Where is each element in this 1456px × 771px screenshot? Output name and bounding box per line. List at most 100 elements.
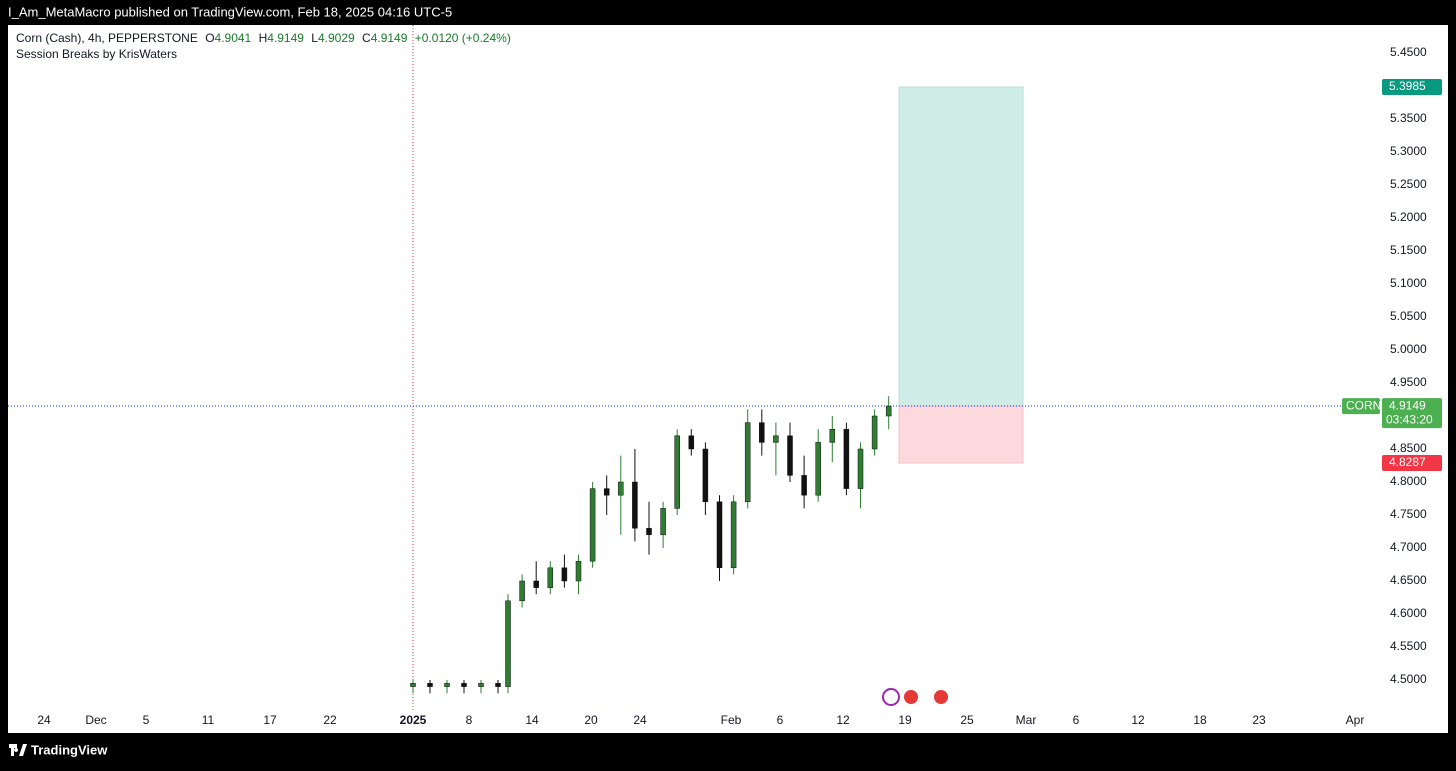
candle-body xyxy=(702,448,709,503)
candle-body xyxy=(646,527,652,536)
x-tick-label: 6 xyxy=(1073,713,1080,727)
symbol: Corn (Cash), 4h, PEPPERSTONE xyxy=(16,31,198,45)
stop-badge xyxy=(1382,455,1442,472)
candle-body xyxy=(787,435,793,476)
x-tick-label: 12 xyxy=(836,713,850,727)
brand: TradingView xyxy=(31,742,108,757)
l-label: L xyxy=(311,31,318,45)
c-value: 4.9149 xyxy=(371,31,408,45)
l-value: 4.9029 xyxy=(318,31,355,45)
x-tick-label: 6 xyxy=(777,713,784,727)
tv-logo xyxy=(9,744,27,756)
x-tick-label: 22 xyxy=(323,713,337,727)
candle-body xyxy=(744,422,751,503)
x-tick-label: Apr xyxy=(1346,713,1365,727)
candle-body xyxy=(495,683,501,687)
candle-body xyxy=(759,422,765,443)
y-tick-label: 5.3500 xyxy=(1390,111,1427,125)
candle-body xyxy=(829,428,836,443)
target-label: 5.3985 xyxy=(1389,79,1426,93)
publish-info: I_Am_MetaMacro published on TradingView.… xyxy=(8,4,452,19)
change: +0.0120 (+0.24%) xyxy=(415,31,511,45)
event-icon[interactable] xyxy=(882,688,900,706)
y-tick-label: 5.4500 xyxy=(1390,45,1427,59)
x-tick-label: 12 xyxy=(1131,713,1145,727)
y-tick-label: 4.7500 xyxy=(1390,507,1427,521)
candle-body xyxy=(444,683,450,687)
symbol-badge xyxy=(1342,398,1380,415)
stop-zone xyxy=(898,405,1024,464)
last-price-label: 4.9149 xyxy=(1389,398,1426,412)
candle-body xyxy=(815,442,821,496)
y-tick-label: 5.0000 xyxy=(1390,342,1427,356)
o-label: O xyxy=(205,31,214,45)
event-icon[interactable] xyxy=(932,688,950,706)
candle-body xyxy=(885,405,892,417)
y-tick-label: 4.5000 xyxy=(1390,672,1427,686)
y-tick-label: 4.8500 xyxy=(1390,441,1427,455)
candle-body xyxy=(618,481,624,496)
candle-body xyxy=(843,428,850,489)
candle-body xyxy=(632,481,638,529)
y-tick-label: 4.6000 xyxy=(1390,606,1427,620)
candle-body xyxy=(871,415,878,450)
candle-body xyxy=(461,683,467,687)
candle-body xyxy=(505,600,511,687)
y-tick-label: 5.1000 xyxy=(1390,276,1427,290)
x-tick-label: 11 xyxy=(202,713,215,727)
candle-body xyxy=(547,567,554,588)
x-tick-label: Mar xyxy=(1016,713,1037,727)
x-tick-label: 18 xyxy=(1193,713,1207,727)
y-tick-label: 4.9500 xyxy=(1390,375,1427,389)
x-tick-label: 8 xyxy=(466,713,473,727)
candle-body xyxy=(575,560,582,582)
candle-body xyxy=(410,683,416,687)
candle-body xyxy=(730,501,737,569)
event-icon[interactable] xyxy=(902,688,920,706)
candle-body xyxy=(533,580,539,588)
o-value: 4.9041 xyxy=(215,31,252,45)
y-tick-label: 5.2000 xyxy=(1390,210,1427,224)
legend: Corn (Cash), 4h, PEPPERSTONE O4.9041 H 4.… xyxy=(16,31,511,45)
y-tick-label: 4.6500 xyxy=(1390,573,1427,587)
candle-body xyxy=(561,567,568,582)
event-icons xyxy=(882,688,950,706)
candle-body xyxy=(773,435,779,443)
chart-area xyxy=(8,25,1448,733)
x-tick-label: 5 xyxy=(143,713,150,727)
x-tick-label: 25 xyxy=(960,713,974,727)
candle-body xyxy=(478,683,484,687)
stop-label: 4.8287 xyxy=(1389,455,1426,469)
candle-body xyxy=(801,475,807,496)
candle-body xyxy=(427,683,433,687)
x-tick-label: 20 xyxy=(584,713,598,727)
candle-body xyxy=(674,435,680,509)
x-tick-label: Dec xyxy=(85,713,106,727)
x-tick-label: 19 xyxy=(898,713,912,727)
target-zone xyxy=(898,86,1024,407)
candle-body xyxy=(857,448,864,489)
indicator: Session Breaks by KrisWaters xyxy=(16,47,177,61)
candle-body xyxy=(519,580,525,602)
y-tick-label: 4.5500 xyxy=(1390,639,1427,653)
candle-body xyxy=(716,501,723,569)
x-tick-label: 24 xyxy=(633,713,647,727)
x-tick-label: Feb xyxy=(721,713,742,727)
y-tick-label: 5.2500 xyxy=(1390,177,1427,191)
symbol-label: CORN xyxy=(1346,398,1381,412)
h-label: H xyxy=(259,31,268,45)
y-tick-label: 4.8000 xyxy=(1390,474,1427,488)
candle-body xyxy=(688,435,695,450)
logo-mark xyxy=(9,744,27,756)
y-tick-label: 4.7000 xyxy=(1390,540,1427,554)
y-tick-label: 5.0500 xyxy=(1390,309,1427,323)
last-price-countdown: 03:43:20 xyxy=(1386,412,1433,426)
last-price-badge xyxy=(1382,398,1442,429)
y-tick-label: 5.1500 xyxy=(1390,243,1427,257)
candle-body xyxy=(660,508,666,536)
target-badge xyxy=(1382,78,1442,95)
x-tick-label: 24 xyxy=(37,713,51,727)
c-label: C xyxy=(362,31,371,45)
